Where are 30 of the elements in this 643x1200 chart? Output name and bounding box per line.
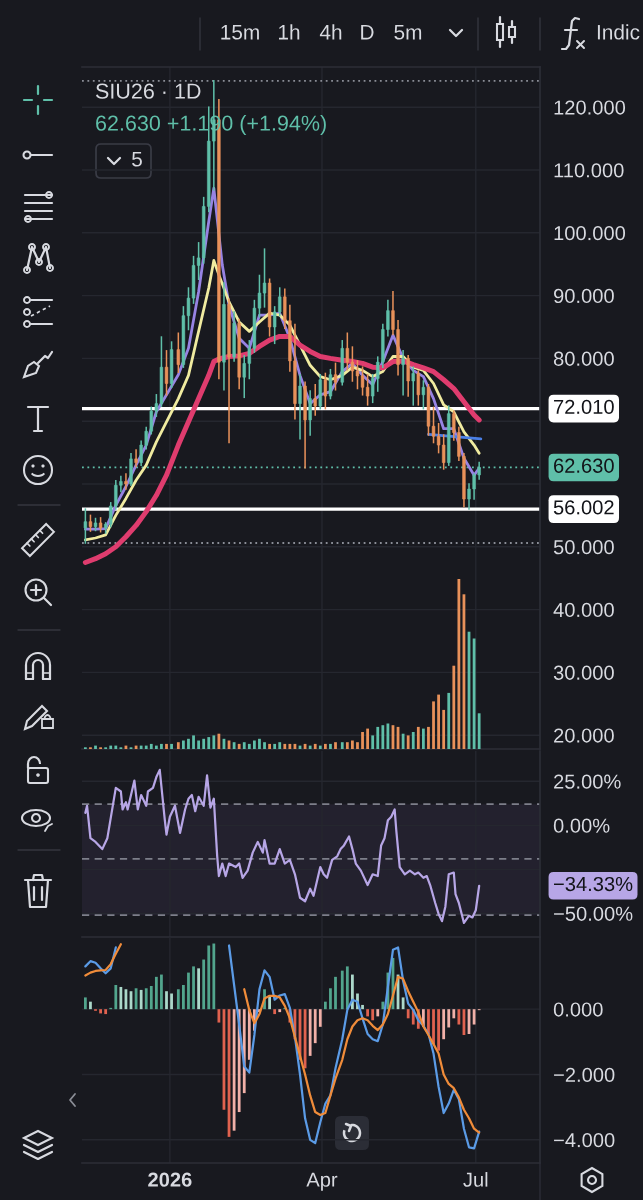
- text: D: [361, 25, 374, 40]
- y-tick-label: −2.000: [554, 1067, 615, 1082]
- y-tick-label: 100.000: [554, 226, 626, 241]
- y-tick-label: 40.000: [553, 602, 614, 618]
- text: −34.33%: [553, 876, 633, 892]
- y-tick-label: 80.000: [553, 351, 614, 366]
- text: 1h: [279, 24, 300, 40]
- text: SIU26 · 1D: [95, 83, 201, 99]
- y-tick-label: 90.000: [554, 288, 614, 304]
- x-tick-label: Jul: [463, 1172, 488, 1187]
- text: 4h: [319, 24, 342, 40]
- y-tick-label: 30.000: [553, 665, 614, 680]
- y-tick-label: 50.000: [553, 540, 614, 555]
- x-tick-label: Apr: [306, 1172, 338, 1191]
- text: Indic: [597, 24, 640, 40]
- ref-line-label: 56.002: [553, 500, 614, 515]
- x-tick-label: 2026: [148, 1172, 192, 1187]
- y-tick-label: −4.000: [554, 1133, 615, 1148]
- text: 5m: [394, 25, 422, 40]
- y-tick-label: −50.00%: [554, 906, 633, 921]
- y-tick-label: 0.00%: [553, 818, 610, 833]
- y-tick-label: 120.000: [554, 100, 626, 115]
- annotation: 5: [132, 152, 142, 167]
- y-tick-label: 0.000: [553, 1002, 603, 1017]
- y-tick-label: 20.000: [554, 728, 614, 743]
- ref-line-label: 72.010: [554, 399, 614, 414]
- ref-line-label: 62.630: [554, 458, 614, 473]
- y-tick-label: 110.000: [554, 163, 624, 178]
- text: 15m: [221, 25, 259, 40]
- y-tick-label: 25.00%: [554, 774, 621, 789]
